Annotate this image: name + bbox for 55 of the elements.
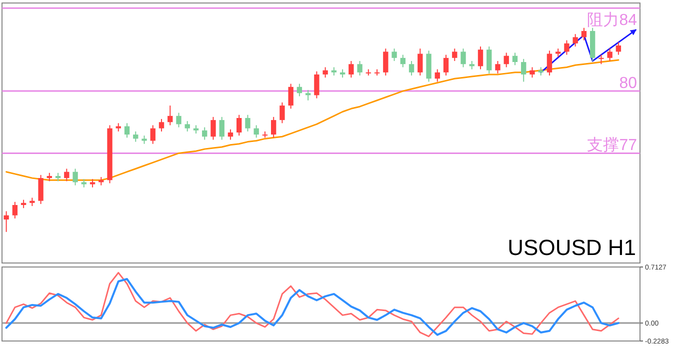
candlestick xyxy=(210,116,216,140)
candlestick xyxy=(357,60,362,76)
candlestick xyxy=(348,60,354,78)
candlestick xyxy=(512,52,518,66)
candlestick xyxy=(245,114,250,132)
candlestick xyxy=(305,90,311,101)
candlestick xyxy=(280,102,285,124)
candlestick xyxy=(219,116,224,140)
candlestick xyxy=(184,120,190,132)
candlestick xyxy=(236,114,242,136)
candlestick xyxy=(383,48,388,76)
candlestick xyxy=(176,112,182,128)
candlestick xyxy=(598,54,604,65)
ref-line-label: 阻力84 xyxy=(587,11,638,30)
candlestick xyxy=(581,27,587,41)
candlestick xyxy=(158,118,164,132)
candlestick xyxy=(400,54,406,68)
candlestick xyxy=(530,66,535,78)
candlestick xyxy=(72,168,78,186)
candlestick xyxy=(254,124,259,138)
candlestick xyxy=(124,122,130,138)
candlestick xyxy=(418,48,423,76)
candlestick xyxy=(288,83,294,110)
ref-line-label: 80 xyxy=(619,75,638,92)
candlestick xyxy=(168,105,173,126)
candlestick xyxy=(572,34,578,48)
candlestick xyxy=(486,46,492,74)
candlestick xyxy=(452,48,458,62)
candlestick xyxy=(443,54,449,76)
candlestick xyxy=(4,210,9,232)
ref-line-label: 支撑77 xyxy=(587,136,638,154)
candlestick xyxy=(504,52,509,68)
candlestick xyxy=(314,70,320,99)
candlestick xyxy=(322,66,328,78)
candlestick xyxy=(478,46,484,70)
candlestick xyxy=(12,201,18,219)
candlestick xyxy=(616,42,622,56)
candlestick xyxy=(392,48,397,62)
candlestick xyxy=(564,40,570,56)
candlestick xyxy=(64,168,70,182)
text: USOUSD H1 xyxy=(508,235,636,260)
candlestick xyxy=(460,48,466,68)
candlestick xyxy=(202,126,208,140)
candlestick xyxy=(133,130,138,142)
candlestick xyxy=(546,50,552,76)
candlestick xyxy=(228,128,234,140)
candlestick xyxy=(495,60,500,74)
candlestick xyxy=(150,124,156,144)
candlestick xyxy=(521,58,526,82)
candlestick xyxy=(270,116,276,138)
candlestick xyxy=(38,174,44,204)
candlestick xyxy=(408,60,414,76)
candlestick xyxy=(296,83,302,97)
candlestick xyxy=(607,48,612,62)
candlestick xyxy=(434,68,440,82)
